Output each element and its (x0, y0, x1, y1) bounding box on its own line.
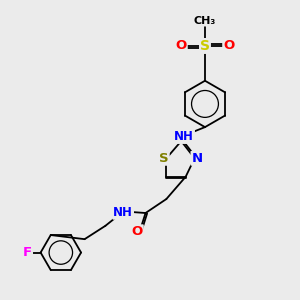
Text: CH₃: CH₃ (194, 16, 216, 26)
Text: O: O (132, 225, 143, 238)
Text: O: O (176, 40, 187, 52)
Text: S: S (200, 39, 210, 53)
Text: O: O (223, 40, 234, 52)
Text: N: N (191, 152, 203, 165)
Text: S: S (159, 152, 169, 165)
Text: F: F (23, 246, 32, 259)
Text: NH: NH (113, 206, 133, 219)
Text: NH: NH (174, 130, 194, 143)
